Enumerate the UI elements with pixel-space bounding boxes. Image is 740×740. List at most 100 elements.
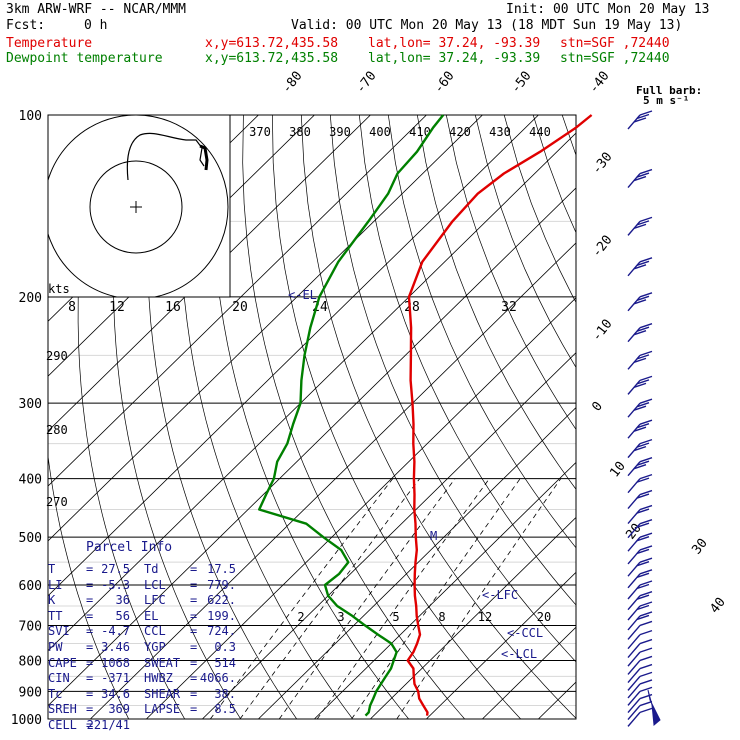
parcel-info-key: LFC — [144, 593, 166, 608]
wind-barb-flag — [636, 477, 650, 483]
wind-barb-flag — [639, 707, 653, 714]
parcel-info-entry: CCL = 724. — [144, 624, 240, 639]
parcel-info-entry: Tc = 34.6 — [48, 687, 144, 702]
pressure-tick-label: 800 — [19, 654, 42, 669]
parcel-info-equals: = — [86, 702, 94, 717]
level-marker-lcl: <-LCL — [501, 647, 537, 661]
parcel-info-value: 369 — [108, 702, 130, 717]
wind-barb-flag — [639, 647, 653, 653]
wind-barb — [627, 651, 641, 667]
parcel-info-key: LAPSE — [144, 702, 181, 717]
wind-barb-flag — [636, 402, 650, 408]
parcel-info-equals: = — [86, 562, 94, 576]
hodograph-ring-inner — [89, 160, 183, 254]
pressure-tick-label: 200 — [19, 291, 42, 306]
wind-barb-flag — [636, 326, 650, 332]
isotherm — [48, 115, 371, 432]
parcel-info-key: HWBZ — [144, 671, 173, 686]
wind-barb-flag — [639, 519, 653, 525]
wind-barb — [627, 494, 641, 510]
wind-barb-flag — [636, 572, 650, 579]
full-barb-value: 5 m s⁻¹ — [643, 94, 689, 107]
parcel-info-entry: LI = -5.3 — [48, 578, 144, 593]
parcel-info-value: 724. — [207, 624, 236, 639]
dewpoint-xy: x,y=613.72,435.58 — [205, 51, 339, 66]
wind-barb-flag — [639, 292, 653, 298]
parcel-info-key: CIN — [48, 671, 70, 686]
wind-barb — [627, 595, 641, 611]
parcel-info-entry: TT = 56 — [48, 609, 144, 624]
wind-barb-flag — [639, 638, 653, 645]
wind-barb-flag — [639, 473, 653, 480]
wind-barb-flag — [639, 655, 653, 662]
isotherm — [370, 516, 576, 719]
wind-barb-flag — [639, 620, 653, 627]
temperature-xy: x,y=613.72,435.58 — [205, 36, 339, 51]
wind-barb — [627, 634, 641, 650]
isotherm — [258, 407, 576, 719]
parcel-info-key: K — [48, 593, 56, 608]
theta-side-label: 270 — [46, 495, 68, 509]
parcel-info-entry: LCL = 779. — [144, 578, 240, 593]
temperature-latlon: lat,lon= 37.24, -93.39 — [368, 36, 541, 51]
parcel-info-value: -5.3 — [101, 577, 130, 592]
wind-barb — [627, 605, 641, 621]
dry-adiabat — [387, 115, 576, 549]
hodograph-trace — [126, 132, 205, 181]
dry-adiabat — [272, 115, 521, 719]
wind-barb-flag — [639, 611, 653, 617]
parcel-info-entry: LFC = 622. — [144, 593, 240, 608]
wind-scale-tick: 32 — [501, 300, 517, 315]
theta-side-label: 280 — [46, 423, 68, 437]
parcel-info-key: T — [48, 562, 56, 576]
wind-barb — [627, 624, 641, 640]
wind-scale-tick: 28 — [404, 300, 420, 315]
level-marker-el: <-EL — [288, 288, 317, 302]
wind-barb-flag — [633, 175, 647, 182]
parcel-info-entry: K = 36 — [48, 593, 144, 608]
wind-barb-flag — [639, 569, 653, 575]
wind-barb-flag — [633, 117, 647, 123]
level-marker-ccl: <-CCL — [507, 626, 543, 640]
wind-barb-flag — [636, 604, 650, 611]
wind-barb-flag — [639, 693, 653, 700]
wind-barb-flag — [639, 110, 653, 116]
mixing-ratio-label: 3 — [337, 610, 344, 624]
dry-adiabat — [474, 115, 576, 369]
parcel-info-value: 221/41 — [86, 718, 130, 732]
wind-barb-flag — [636, 442, 650, 448]
parcel-info-value: 779. — [207, 577, 236, 592]
mixing-ratio-label: 8 — [438, 610, 445, 624]
parcel-info-value: 199. — [207, 608, 236, 623]
isotherm-label: -50 — [508, 69, 534, 97]
wind-barb-flag — [639, 457, 653, 463]
wind-barbs — [627, 110, 661, 727]
parcel-info-value: -371 — [101, 671, 130, 686]
pressure-tick-label: 300 — [19, 397, 42, 412]
parcel-info-equals: = — [190, 608, 198, 623]
theta-label: 380 — [289, 125, 311, 139]
isotherm — [90, 242, 576, 719]
level-marker-lfc: <-LFC — [482, 588, 518, 602]
wind-barb-flag — [636, 113, 650, 120]
wind-barb-flag — [633, 464, 647, 470]
parcel-info-equals: = — [190, 655, 198, 670]
init-time: Init: 00 UTC Mon 20 May 13 — [506, 2, 710, 17]
wind-barb — [627, 668, 641, 683]
wind-barb-flag — [639, 398, 653, 404]
wind-barb-flag — [639, 350, 653, 357]
wind-barb-flag — [639, 663, 653, 670]
parcel-info-equals: = — [86, 577, 94, 592]
pressure-tick-label: 900 — [19, 685, 42, 700]
forecast-value: 0 h — [84, 18, 108, 33]
isotherm — [48, 115, 483, 542]
isotherm-label: -40 — [586, 69, 612, 97]
isotherm — [48, 187, 576, 707]
parcel-info-value: 4066. — [199, 671, 236, 686]
parcel-info-equals: = — [190, 624, 198, 639]
pressure-tick-label: 700 — [19, 619, 42, 634]
dewpoint-line — [258, 114, 445, 717]
wind-barb — [627, 561, 641, 577]
chart-series — [258, 114, 593, 717]
parcel-info-value: -4.7 — [101, 624, 130, 639]
